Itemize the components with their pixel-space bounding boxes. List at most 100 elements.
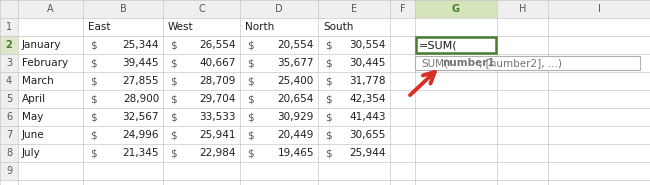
Text: $: $ xyxy=(170,58,177,68)
Bar xyxy=(0,18,18,36)
Text: $: $ xyxy=(90,40,97,50)
Text: 20,449: 20,449 xyxy=(278,130,314,140)
Text: $: $ xyxy=(90,112,97,122)
Text: March: March xyxy=(22,76,54,86)
Text: $: $ xyxy=(247,112,254,122)
Bar xyxy=(240,36,318,54)
Bar xyxy=(18,126,83,144)
Text: 40,667: 40,667 xyxy=(200,58,236,68)
Bar xyxy=(163,162,240,180)
Bar xyxy=(18,108,83,126)
Bar xyxy=(18,0,83,18)
Bar xyxy=(497,18,548,36)
Bar xyxy=(390,144,415,162)
Text: G: G xyxy=(452,4,460,14)
Bar xyxy=(18,36,83,54)
Text: 5: 5 xyxy=(6,94,12,104)
Bar xyxy=(0,108,18,126)
Text: B: B xyxy=(120,4,126,14)
Text: $: $ xyxy=(90,148,97,158)
Text: $: $ xyxy=(170,76,177,86)
Text: number1: number1 xyxy=(442,58,495,68)
Bar xyxy=(416,37,496,53)
Bar xyxy=(83,36,163,54)
Bar xyxy=(83,126,163,144)
Bar xyxy=(548,54,650,72)
Bar xyxy=(18,72,83,90)
Bar xyxy=(240,18,318,36)
Bar xyxy=(390,72,415,90)
Bar xyxy=(18,18,83,36)
Text: 41,443: 41,443 xyxy=(350,112,386,122)
Text: $: $ xyxy=(247,58,254,68)
Text: 31,778: 31,778 xyxy=(350,76,386,86)
Bar xyxy=(83,18,163,36)
Bar xyxy=(548,90,650,108)
Text: 26,554: 26,554 xyxy=(200,40,236,50)
Text: North: North xyxy=(245,22,274,32)
Text: $: $ xyxy=(247,76,254,86)
Text: $: $ xyxy=(170,94,177,104)
Bar xyxy=(0,36,18,54)
Bar xyxy=(390,108,415,126)
Text: 30,655: 30,655 xyxy=(350,130,386,140)
Bar xyxy=(415,72,497,90)
Text: 32,567: 32,567 xyxy=(122,112,159,122)
Bar xyxy=(497,144,548,162)
Text: 20,554: 20,554 xyxy=(278,40,314,50)
Bar xyxy=(415,54,497,72)
Text: July: July xyxy=(22,148,41,158)
Bar xyxy=(240,0,318,18)
Text: $: $ xyxy=(325,94,332,104)
Bar xyxy=(240,126,318,144)
Text: F: F xyxy=(400,4,406,14)
Bar xyxy=(318,126,390,144)
Text: 1: 1 xyxy=(6,22,12,32)
Text: $: $ xyxy=(170,40,177,50)
Bar xyxy=(240,162,318,180)
Text: $: $ xyxy=(325,112,332,122)
Bar xyxy=(83,90,163,108)
Bar xyxy=(548,0,650,18)
Text: $: $ xyxy=(325,130,332,140)
Text: 33,533: 33,533 xyxy=(200,112,236,122)
Bar xyxy=(83,162,163,180)
Text: 20,654: 20,654 xyxy=(278,94,314,104)
Text: East: East xyxy=(88,22,110,32)
Text: 6: 6 xyxy=(6,112,12,122)
Bar xyxy=(415,0,497,18)
Bar xyxy=(548,18,650,36)
Bar xyxy=(163,72,240,90)
Bar xyxy=(0,90,18,108)
Text: $: $ xyxy=(90,94,97,104)
Bar xyxy=(163,18,240,36)
Bar xyxy=(318,144,390,162)
Bar xyxy=(318,18,390,36)
Bar xyxy=(548,72,650,90)
Text: 28,709: 28,709 xyxy=(200,76,236,86)
Text: 30,445: 30,445 xyxy=(350,58,386,68)
Bar xyxy=(83,108,163,126)
Bar xyxy=(390,162,415,180)
Text: 25,941: 25,941 xyxy=(200,130,236,140)
Text: E: E xyxy=(351,4,357,14)
Text: $: $ xyxy=(247,130,254,140)
Bar xyxy=(318,90,390,108)
Bar xyxy=(163,0,240,18)
Bar xyxy=(415,108,497,126)
Text: I: I xyxy=(597,4,601,14)
Bar xyxy=(415,56,640,70)
Bar xyxy=(83,0,163,18)
Bar xyxy=(0,144,18,162)
Text: 25,344: 25,344 xyxy=(122,40,159,50)
Bar xyxy=(163,54,240,72)
Text: 24,996: 24,996 xyxy=(122,130,159,140)
Bar xyxy=(497,36,548,54)
Text: SUM(: SUM( xyxy=(421,58,448,68)
Text: 9: 9 xyxy=(6,166,12,176)
Text: $: $ xyxy=(325,40,332,50)
Bar xyxy=(18,54,83,72)
Text: $: $ xyxy=(170,112,177,122)
Bar xyxy=(548,144,650,162)
Bar xyxy=(415,18,497,36)
